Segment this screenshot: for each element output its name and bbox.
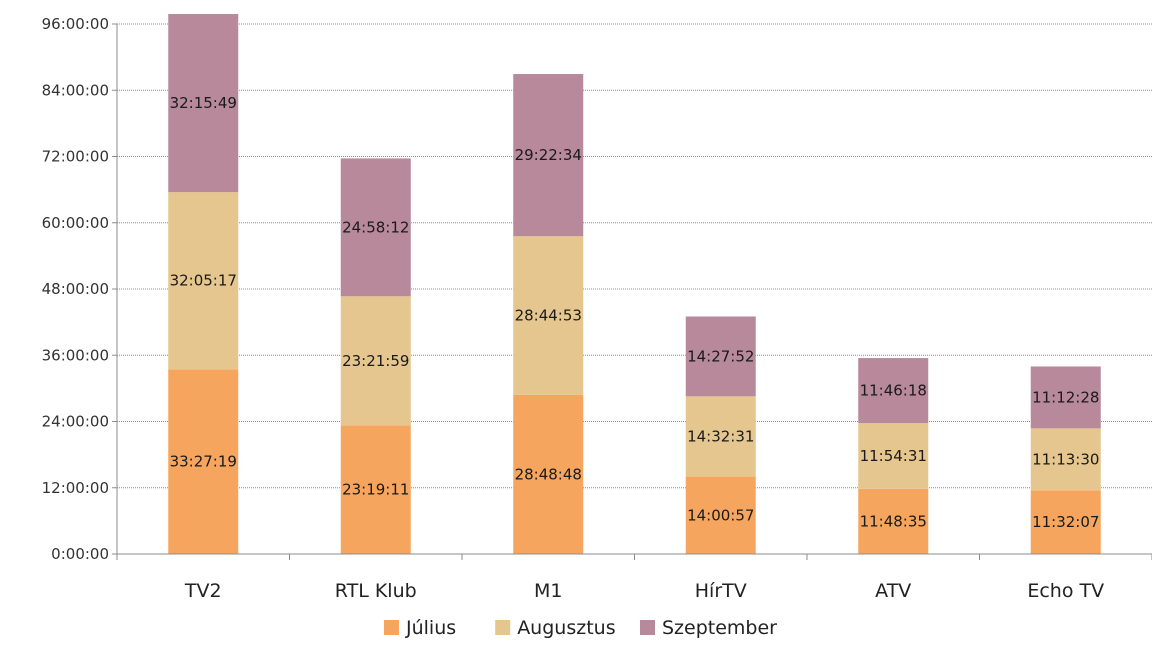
y-tick-label: 48:00:00 bbox=[42, 280, 109, 298]
data-label: 11:13:30 bbox=[1032, 450, 1099, 468]
bar-segment bbox=[1030, 428, 1101, 491]
legend-label: Július bbox=[405, 617, 456, 639]
data-label: 23:19:11 bbox=[342, 481, 409, 499]
bar-segment bbox=[1030, 366, 1101, 429]
y-tick-label: 84:00:00 bbox=[42, 81, 109, 99]
bars: 33:27:19 32:05:17 32:15:49 23:19:11 23:21:59… bbox=[168, 14, 1101, 554]
bar-segment bbox=[858, 488, 929, 554]
gridlines bbox=[117, 23, 1152, 489]
bar-segment bbox=[168, 14, 239, 193]
data-label: 33:27:19 bbox=[170, 453, 237, 471]
legend: Július Augusztus Szeptember bbox=[384, 617, 777, 639]
data-label: 24:58:12 bbox=[342, 218, 409, 236]
y-tick-label: 36:00:00 bbox=[42, 346, 109, 364]
y-tick-label: 96:00:00 bbox=[42, 15, 109, 33]
data-label: 11:54:31 bbox=[860, 447, 927, 465]
bar-segment bbox=[168, 369, 239, 554]
bar-segment bbox=[340, 296, 411, 426]
bar-segment bbox=[340, 425, 411, 554]
legend-label: Augusztus bbox=[517, 617, 615, 639]
x-tick-label: TV2 bbox=[184, 580, 222, 602]
bar-segment bbox=[685, 476, 756, 554]
data-label: 29:22:34 bbox=[515, 146, 582, 164]
y-tick-label: 60:00:00 bbox=[42, 214, 109, 232]
bar-segment bbox=[513, 236, 584, 395]
x-tick-label: M1 bbox=[534, 580, 562, 602]
bar-segment bbox=[513, 394, 584, 554]
legend-swatch bbox=[640, 620, 655, 635]
bar-segment bbox=[1030, 490, 1101, 554]
legend-label: Szeptember bbox=[662, 617, 777, 639]
data-label: 11:32:07 bbox=[1032, 513, 1099, 531]
legend-swatch bbox=[495, 620, 511, 635]
bar-segment bbox=[168, 192, 239, 370]
y-tick-label: 72:00:00 bbox=[42, 148, 109, 166]
x-tick-label: ATV bbox=[875, 580, 911, 602]
data-label: 28:48:48 bbox=[515, 465, 582, 483]
data-label: 32:15:49 bbox=[170, 94, 237, 112]
data-label: 14:27:52 bbox=[687, 347, 754, 365]
data-label: 11:46:18 bbox=[860, 382, 927, 400]
data-label: 11:12:28 bbox=[1032, 388, 1099, 406]
x-tick-label: RTL Klub bbox=[335, 580, 417, 602]
bar-segment bbox=[858, 423, 929, 489]
data-label: 28:44:53 bbox=[515, 307, 582, 325]
legend-swatch bbox=[384, 620, 399, 635]
bar-segment bbox=[858, 358, 929, 424]
y-tick-label: 0:00:00 bbox=[51, 545, 109, 563]
data-label: 23:21:59 bbox=[342, 352, 409, 370]
bar-segment bbox=[685, 316, 756, 397]
bar-segment bbox=[340, 158, 411, 297]
x-tick-label: HírTV bbox=[695, 580, 747, 602]
x-tick-label: Echo TV bbox=[1027, 580, 1104, 602]
bar-segment bbox=[685, 396, 756, 477]
y-axis: 0:00:00 12:00:00 24:00:00 36:00:00 48:00:00 6… bbox=[42, 15, 118, 563]
data-label: 14:00:57 bbox=[687, 506, 754, 524]
data-label: 14:32:31 bbox=[687, 427, 754, 445]
bar-segment bbox=[513, 74, 584, 237]
data-label: 11:48:35 bbox=[860, 512, 927, 530]
y-tick-label: 12:00:00 bbox=[42, 479, 109, 497]
y-tick-label: 24:00:00 bbox=[42, 413, 109, 431]
data-label: 32:05:17 bbox=[170, 272, 237, 290]
x-axis: TV2 RTL Klub M1 HírTV ATV Echo TV bbox=[116, 553, 1152, 602]
